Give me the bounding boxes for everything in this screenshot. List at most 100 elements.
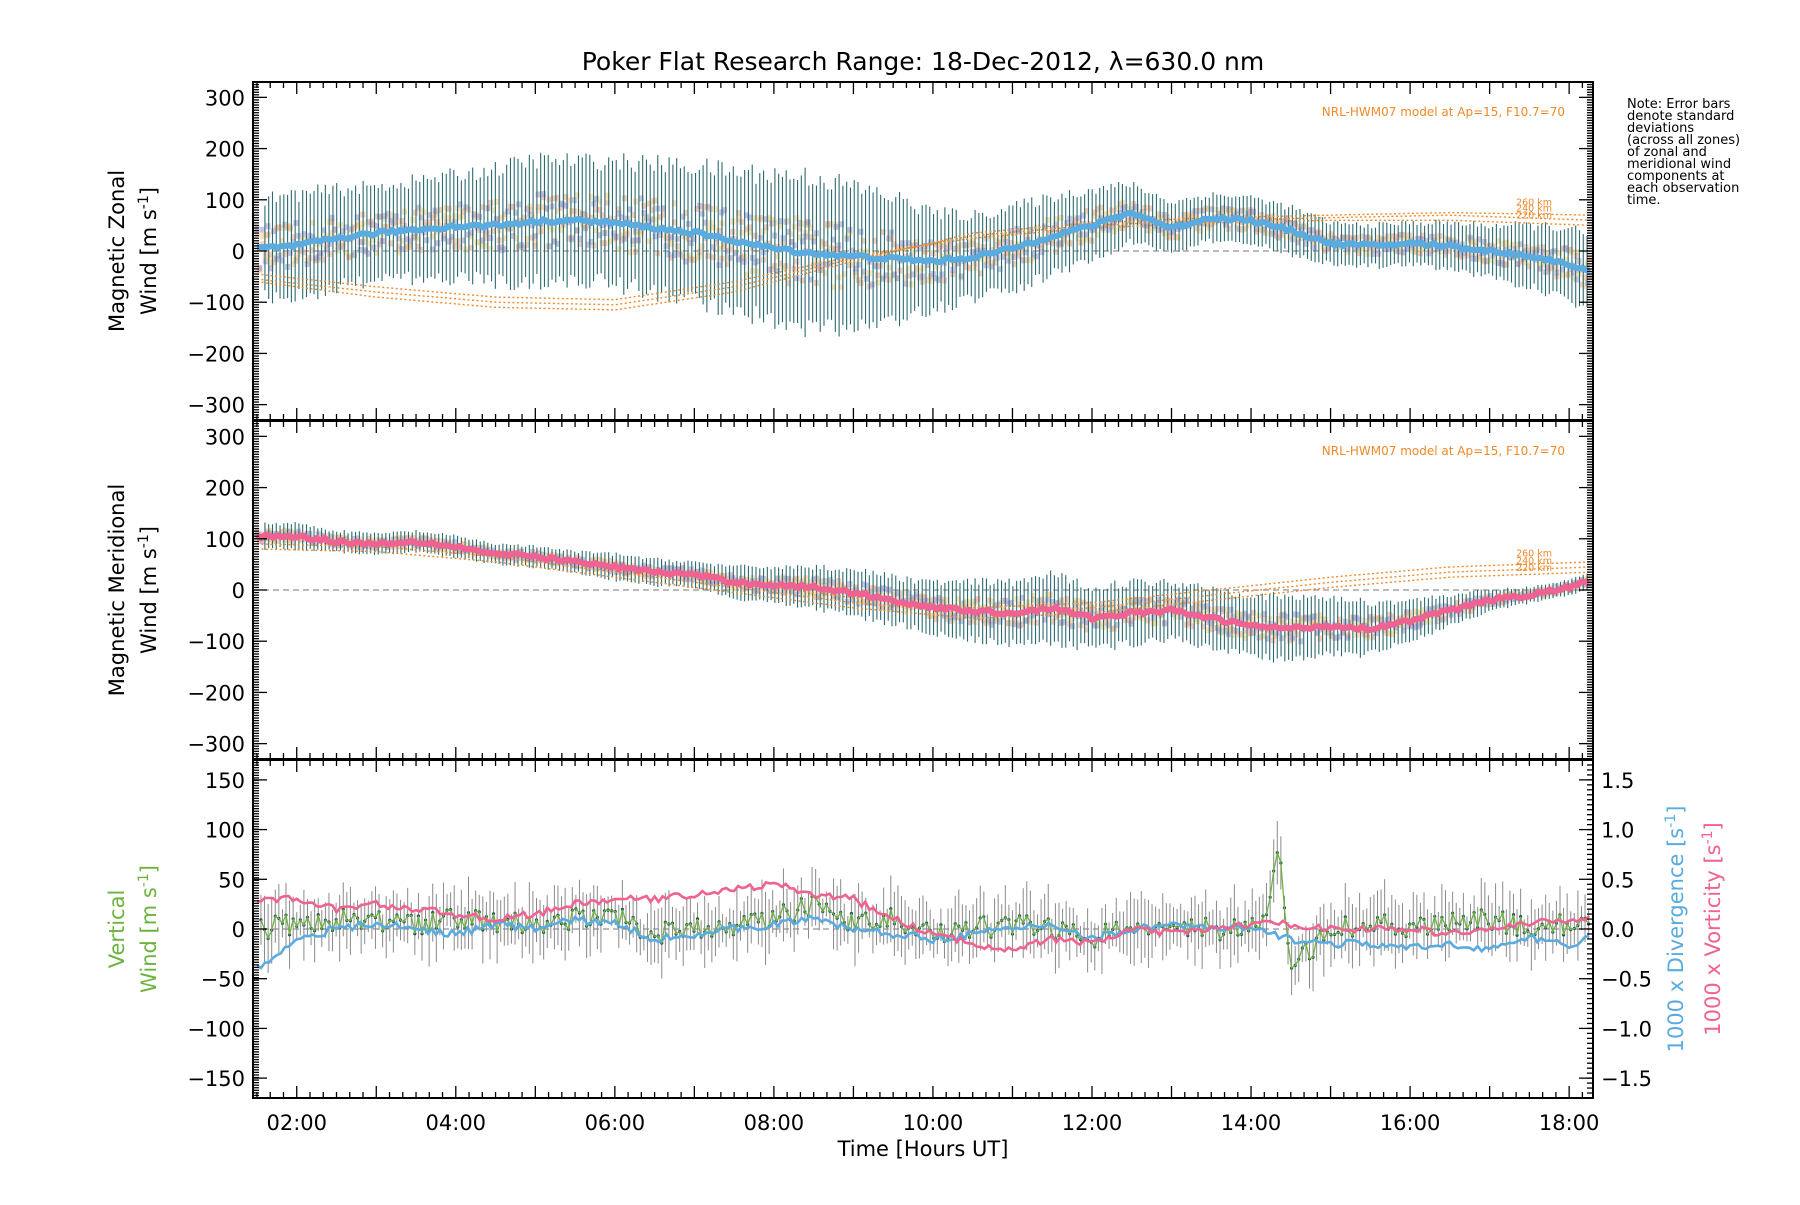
zone-wind-point	[547, 196, 552, 202]
zone-wind-point	[641, 203, 646, 209]
meridional-model-note: NRL-HWM07 model at Ap=15, F10.7=70	[1322, 444, 1565, 458]
zone-wind-point	[800, 277, 805, 283]
zone-wind-point	[260, 227, 265, 233]
vertical-ylabel-line1: Vertical	[105, 890, 129, 969]
zone-wind-point	[858, 229, 863, 235]
zone-wind-point	[653, 198, 658, 204]
zone-wind-point	[758, 215, 763, 221]
vertical-ylabel-text: Wind [m s	[137, 887, 161, 993]
zone-wind-point	[764, 224, 769, 230]
zone-wind-point	[488, 246, 493, 252]
zone-wind-point	[775, 253, 780, 259]
vertical-ylabel-sup: -1	[136, 873, 152, 887]
zone-wind-point	[717, 228, 722, 234]
zone-wind-point	[447, 206, 452, 212]
zone-wind-point	[318, 250, 323, 256]
zone-wind-point	[1128, 621, 1133, 627]
meridional-wind-panel: NRL-HWM07 model at Ap=15, F10.7=70 Magne…	[105, 421, 1593, 759]
zone-wind-point	[728, 255, 733, 261]
zone-wind-point	[441, 236, 446, 242]
zone-wind-point	[711, 225, 716, 231]
zone-wind-point	[822, 241, 827, 247]
zone-wind-point	[494, 199, 499, 205]
zone-wind-point	[717, 262, 722, 268]
zone-wind-point	[1023, 249, 1028, 255]
zone-wind-point	[371, 245, 376, 251]
chart-title: Poker Flat Research Range: 18-Dec-2012, …	[582, 47, 1265, 76]
vorticity-label-close: ]	[1701, 822, 1725, 830]
zone-wind-point	[794, 259, 799, 265]
zone-wind-point	[800, 592, 805, 598]
zone-wind-point	[1176, 235, 1181, 241]
divergence-label-text: 1000 x Divergence [s	[1664, 828, 1688, 1053]
zone-wind-point	[305, 261, 310, 267]
zone-wind-point	[266, 223, 271, 229]
zone-wind-point	[906, 591, 911, 597]
zone-wind-point	[399, 246, 404, 252]
zone-wind-point	[875, 272, 880, 278]
y-tick-label: −300	[187, 394, 245, 418]
zone-wind-point	[605, 200, 610, 206]
zone-wind-point	[700, 211, 705, 217]
zone-wind-point	[424, 237, 429, 243]
meridional-ylabel-close: ]	[137, 526, 161, 534]
meridional-ylabel-text: Wind [m s	[137, 548, 161, 654]
zone-wind-point	[911, 248, 916, 254]
zone-wind-point	[900, 240, 905, 246]
zone-wind-point	[1059, 215, 1064, 221]
y-tick-label: 200	[205, 138, 245, 162]
zone-wind-point	[870, 281, 875, 287]
zonal-ylabel-sup: -1	[136, 195, 152, 209]
zone-wind-point	[705, 226, 710, 232]
zone-wind-point	[906, 273, 911, 279]
zone-wind-point	[605, 193, 610, 199]
y-tick-label: −200	[187, 681, 245, 705]
zone-wind-point	[1223, 607, 1228, 613]
zone-wind-point	[636, 237, 641, 243]
zone-wind-point	[875, 280, 880, 286]
zone-wind-point	[675, 236, 680, 242]
vertical-wind-panel: Vertical Wind [m s-1] 1000 x Divergence …	[105, 760, 1725, 1161]
zone-wind-point	[1309, 227, 1314, 233]
zonal-ylabel-line2: Wind [m s-1]	[136, 187, 161, 315]
zone-wind-point	[747, 214, 752, 220]
zone-wind-point	[653, 233, 658, 239]
zone-wind-point	[1256, 613, 1261, 619]
zone-wind-point	[477, 214, 482, 220]
zone-wind-point	[1552, 248, 1557, 254]
zone-wind-point	[452, 213, 457, 219]
zone-wind-point	[1039, 249, 1044, 255]
zone-wind-point	[800, 221, 805, 227]
zone-wind-point	[742, 259, 747, 265]
zone-wind-point	[600, 212, 605, 218]
plot-area	[253, 821, 1593, 995]
zone-wind-point	[1023, 257, 1028, 263]
zone-wind-point	[881, 229, 886, 235]
zone-wind-point	[293, 258, 298, 264]
y-tick-label: −100	[187, 291, 245, 315]
zone-wind-point	[658, 232, 663, 238]
x-axis-label: Time [Hours UT]	[837, 1137, 1009, 1161]
model-altitude-label: 220 km	[1516, 211, 1552, 222]
zone-wind-point	[447, 215, 452, 221]
vertical-ylabel-line2: Wind [m s-1]	[136, 865, 161, 993]
zone-wind-point	[934, 616, 939, 622]
vorticity-label-sup: -1	[1700, 830, 1716, 844]
zone-wind-point	[488, 200, 493, 206]
zone-wind-point	[1134, 204, 1139, 210]
y-tick-label: −100	[187, 630, 245, 654]
zone-wind-point	[357, 247, 362, 253]
zone-wind-point	[1574, 253, 1579, 259]
model-altitude-label: 220 km	[1516, 563, 1552, 574]
zone-wind-point	[377, 214, 382, 220]
zone-wind-point	[675, 243, 680, 249]
zone-wind-point	[394, 213, 399, 219]
zone-wind-point	[975, 596, 980, 602]
zonal-ylabel-text: Wind [m s	[137, 209, 161, 315]
zone-wind-point	[1574, 276, 1579, 282]
zone-wind-point	[1198, 228, 1203, 234]
zone-wind-point	[722, 207, 727, 213]
zone-wind-point	[563, 203, 568, 209]
zone-wind-point	[864, 276, 869, 282]
